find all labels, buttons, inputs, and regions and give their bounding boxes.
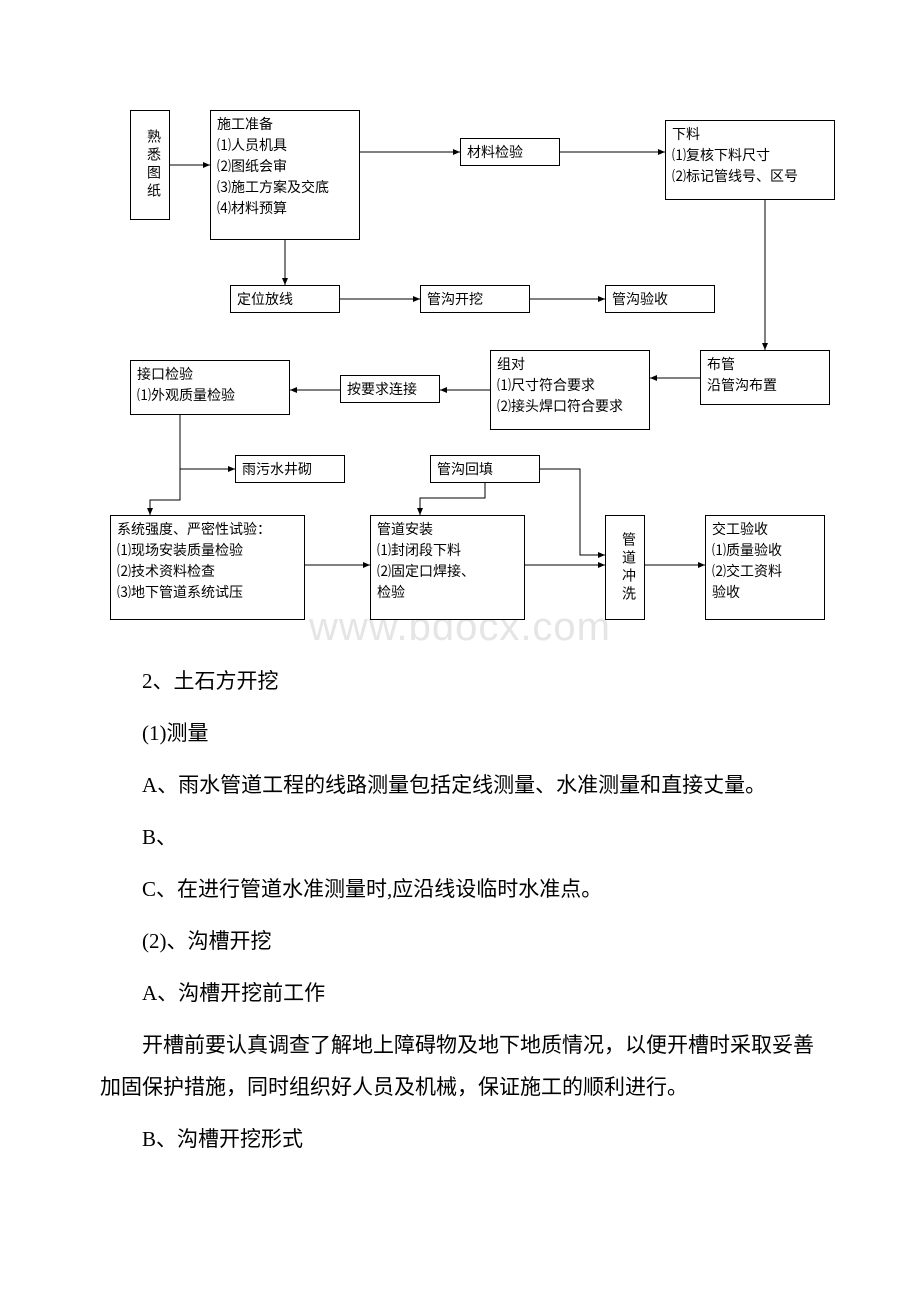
flow-node-n5: 定位放线 [230,285,340,313]
para-trench-desc: 开槽前要认真调查了解地上障碍物及地下地质情况，以便开槽时采取妥善加固保护措施，同… [100,1024,820,1108]
flowchart-diagram: www.bdocx.com 熟悉图纸施工准备 ⑴人员机具 ⑵图纸会审 ⑶施工方案… [0,0,920,640]
flow-node-n6: 管沟开挖 [420,285,530,313]
para-trench-heading: (2)、沟槽开挖 [100,920,820,962]
body-text: 2、土石方开挖 (1)测量 A、雨水管道工程的线路测量包括定线测量、水准测量和直… [0,640,920,1230]
para-c: C、在进行管道水准测量时,应沿线设临时水准点。 [100,868,820,910]
document-page: www.bdocx.com 熟悉图纸施工准备 ⑴人员机具 ⑵图纸会审 ⑶施工方案… [0,0,920,1230]
flow-node-n10: 按要求连接 [340,375,440,403]
flow-edge-15 [540,469,605,555]
flow-edge-10 [180,415,235,469]
para-a: A、雨水管道工程的线路测量包括定线测量、水准测量和直接丈量。 [100,764,820,806]
flow-node-n9: 组对 ⑴尺寸符合要求 ⑵接头焊口符合要求 [490,350,650,430]
flow-node-n4: 下料 ⑴复核下料尺寸 ⑵标记管线号、区号 [665,120,835,200]
flow-node-n15: 管道安装 ⑴封闭段下料 ⑵固定口焊接、 检验 [370,515,525,620]
flow-edge-11 [150,415,180,515]
flow-node-n13: 管沟回填 [430,455,540,483]
heading-earthwork: 2、土石方开挖 [100,660,820,702]
flow-node-n8: 布管 沿管沟布置 [700,350,830,405]
flow-node-n7: 管沟验收 [605,285,715,313]
flow-edge-13 [420,483,485,515]
flow-node-n11: 接口检验 ⑴外观质量检验 [130,360,290,415]
para-trench-a: A、沟槽开挖前工作 [100,972,820,1014]
flow-node-n16: 管道冲洗 [605,515,645,620]
flow-node-n3: 材料检验 [460,138,560,166]
flow-node-n1: 熟悉图纸 [130,110,170,220]
flow-node-n2: 施工准备 ⑴人员机具 ⑵图纸会审 ⑶施工方案及交底 ⑷材料预算 [210,110,360,240]
para-b: B、 [100,816,820,858]
flow-node-n12: 雨污水井砌 [235,455,345,483]
flow-node-n14: 系统强度、严密性试验： ⑴现场安装质量检验 ⑵技术资料检查 ⑶地下管道系统试压 [110,515,305,620]
flow-node-n17: 交工验收 ⑴质量验收 ⑵交工资料 验收 [705,515,825,620]
para-trench-b: B、沟槽开挖形式 [100,1118,820,1160]
para-measure: (1)测量 [100,712,820,754]
